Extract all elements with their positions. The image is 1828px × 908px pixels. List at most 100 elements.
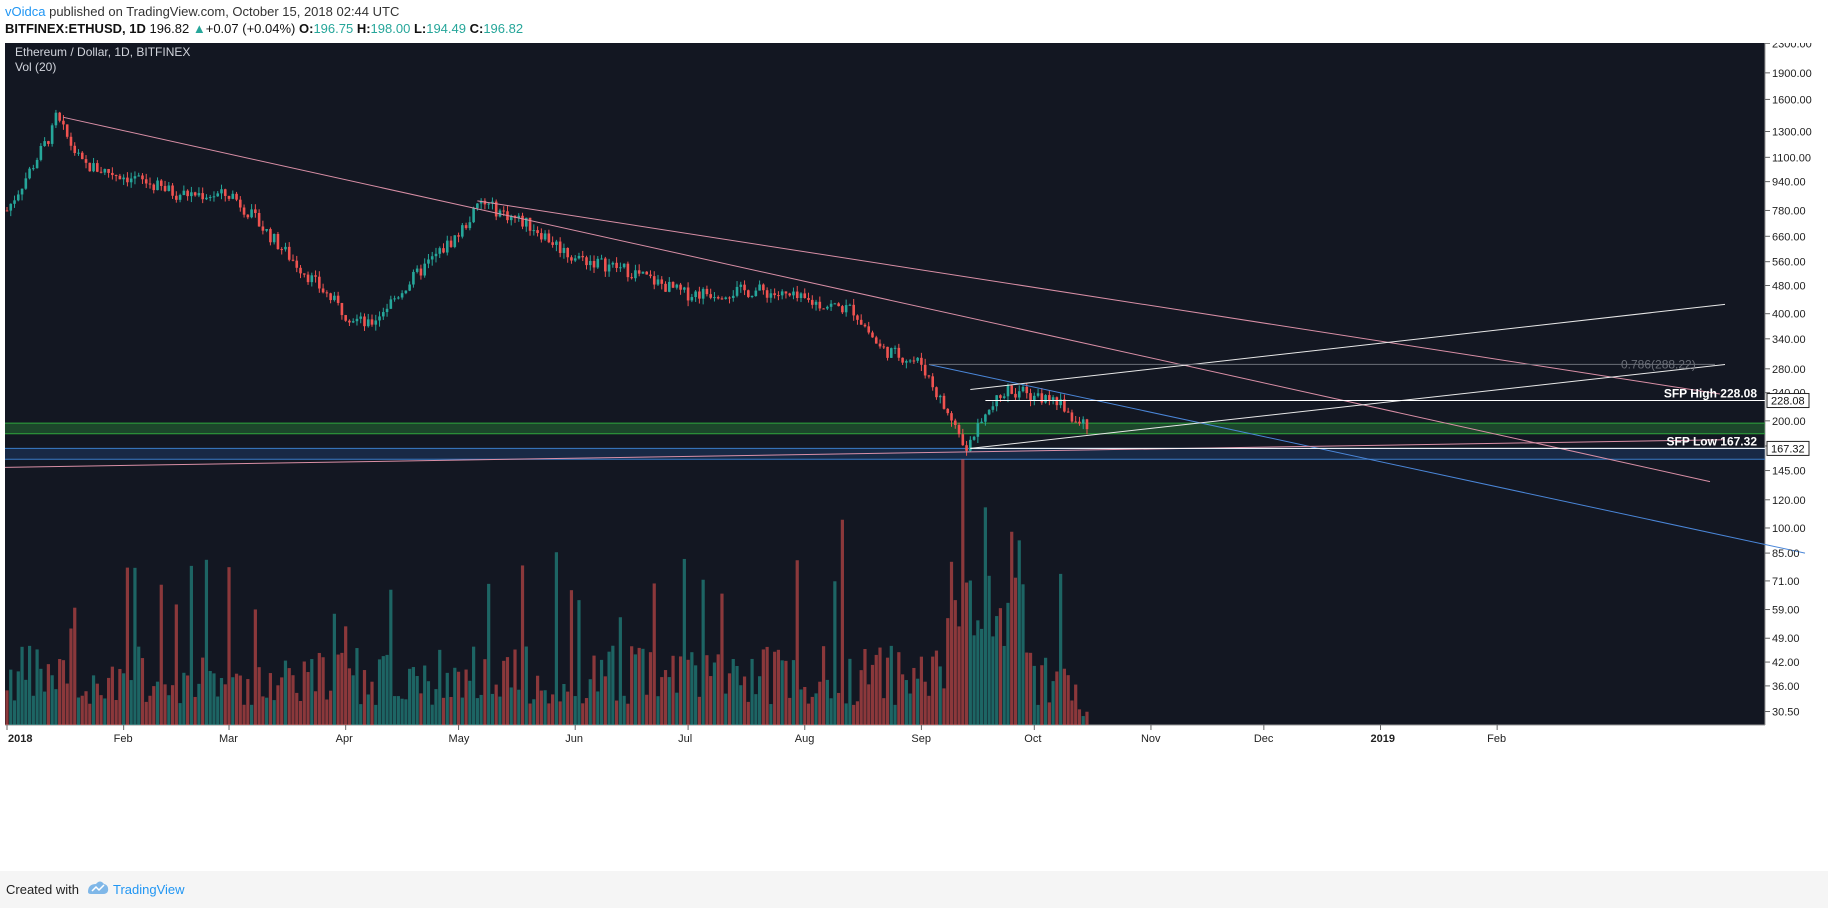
candle-body xyxy=(558,241,562,253)
volume-bar xyxy=(204,559,209,725)
volume-bar xyxy=(1051,681,1055,725)
candle-body xyxy=(999,395,1002,398)
candle-body xyxy=(382,312,385,317)
candle-body xyxy=(923,364,927,376)
candle-body xyxy=(1048,395,1051,401)
volume-bar xyxy=(769,704,773,725)
price-chart[interactable]: 2300.00 1900.00 1600.00 1300.00 1100.00 940.0… xyxy=(4,38,1828,871)
candle-body xyxy=(780,291,784,296)
candle-body xyxy=(810,299,814,305)
volume-bar xyxy=(780,660,784,725)
candle-body xyxy=(1014,393,1017,398)
volume-bar xyxy=(472,646,476,725)
y-tick-label: 42.00 xyxy=(1772,657,1800,669)
volume-bar xyxy=(870,664,875,725)
candle-body xyxy=(423,263,426,276)
candle-body xyxy=(126,177,129,183)
candle-body xyxy=(355,318,359,322)
volume-bar xyxy=(645,694,649,725)
close-value: 196.82 xyxy=(483,21,524,36)
candle-body xyxy=(585,257,588,266)
candle-body xyxy=(630,277,633,279)
volume-bar xyxy=(487,583,491,725)
candle-body xyxy=(393,298,396,300)
volume-bar xyxy=(961,459,965,725)
candle-body xyxy=(366,319,370,327)
candle-body xyxy=(532,230,536,232)
candle-body xyxy=(750,296,754,298)
volume-bar xyxy=(332,613,336,725)
candle-body xyxy=(43,141,46,146)
volume-bar xyxy=(216,696,220,725)
candle-body xyxy=(976,423,980,437)
author-link[interactable]: vOidca xyxy=(5,4,46,19)
y-tick-label: 30.50 xyxy=(1772,707,1800,719)
volume-bar xyxy=(784,660,788,725)
volume-bar xyxy=(249,704,254,725)
candle-body xyxy=(1025,386,1029,394)
candle-body xyxy=(340,302,344,316)
volume-bar xyxy=(155,681,160,725)
volume-bar xyxy=(1032,665,1036,725)
candle-body xyxy=(551,242,554,245)
y-tick-label: 280.00 xyxy=(1772,364,1806,376)
volume-bar xyxy=(246,679,250,725)
volume-bar xyxy=(584,698,589,725)
candle-body xyxy=(716,297,720,299)
candle-body xyxy=(468,222,472,229)
candle-body xyxy=(175,195,178,200)
candle-body xyxy=(491,201,494,204)
volume-bar xyxy=(788,697,792,725)
volume-bar xyxy=(377,659,382,725)
volume-bar xyxy=(671,655,675,725)
candle-body xyxy=(792,291,795,296)
volume-bar xyxy=(182,672,186,725)
volume-bar xyxy=(599,659,604,725)
candle-body xyxy=(1021,386,1025,392)
candle-body xyxy=(953,420,957,426)
candle-body xyxy=(600,258,603,260)
candle-body xyxy=(1051,397,1055,401)
candle-body xyxy=(378,316,381,321)
volume-bar xyxy=(1077,709,1082,725)
candle-body xyxy=(927,375,931,377)
volume-bar xyxy=(280,677,284,725)
volume-bar xyxy=(682,558,686,725)
volume-bar xyxy=(475,698,479,725)
volume-bar xyxy=(54,689,58,725)
candle-body xyxy=(547,233,551,243)
chart-frame[interactable]: 2300.00 1900.00 1600.00 1300.00 1100.00 940.0… xyxy=(4,38,1828,871)
candle-body xyxy=(284,246,287,250)
candle-body xyxy=(969,439,972,451)
volume-bar xyxy=(931,656,935,725)
candle-body xyxy=(193,192,197,196)
volume-bar xyxy=(618,617,622,725)
volume-bar xyxy=(219,678,224,725)
candle-body xyxy=(882,346,886,348)
candle-body xyxy=(622,263,626,268)
volume-bar xyxy=(637,647,641,725)
volume-bar xyxy=(694,665,698,725)
time-axis-panel[interactable] xyxy=(5,725,1828,871)
volume-bar xyxy=(430,704,434,725)
candle-body xyxy=(1070,412,1074,422)
volume-bar xyxy=(558,701,562,725)
volume-bar xyxy=(65,683,69,725)
candle-body xyxy=(807,298,810,300)
volume-bar xyxy=(588,679,592,725)
volume-bar xyxy=(27,645,32,725)
candle-body xyxy=(159,180,163,186)
candle-body xyxy=(483,200,487,205)
candle-body xyxy=(581,255,585,258)
volume-bar xyxy=(776,649,781,725)
candle-body xyxy=(705,288,709,295)
candle-body xyxy=(5,210,9,212)
volume-bar xyxy=(972,635,976,725)
candle-body xyxy=(901,357,904,363)
price-change: +0.07 (+0.04%) xyxy=(205,21,296,36)
candle-body xyxy=(107,168,110,173)
candle-body xyxy=(272,233,276,243)
volume-bar xyxy=(99,695,103,725)
tradingview-brand-link[interactable]: TradingView xyxy=(113,882,185,897)
candle-body xyxy=(540,233,543,240)
